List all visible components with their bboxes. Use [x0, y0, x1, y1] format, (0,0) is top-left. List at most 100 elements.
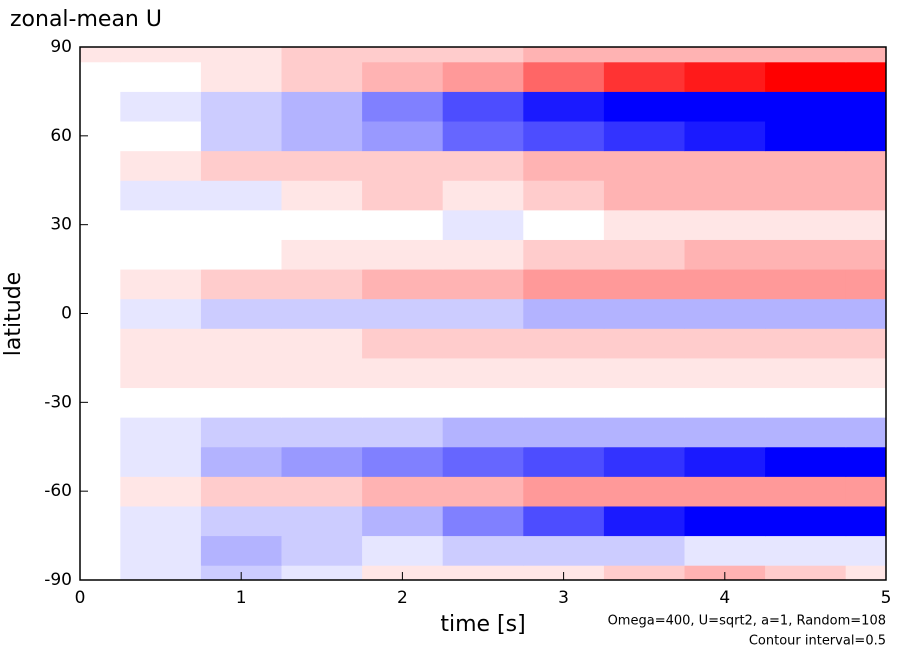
cell — [603, 565, 685, 580]
cell — [603, 150, 685, 181]
cell — [80, 180, 121, 211]
cell — [281, 535, 363, 566]
cell — [120, 47, 202, 63]
cell — [765, 209, 847, 240]
cell — [765, 505, 847, 537]
cell — [603, 61, 685, 92]
chart-title: zonal-mean U — [10, 7, 162, 32]
cell — [442, 209, 524, 240]
cell — [281, 446, 363, 477]
cell — [200, 91, 282, 122]
cell — [442, 61, 524, 92]
cell — [362, 505, 444, 537]
cell — [362, 298, 444, 329]
cell — [80, 565, 121, 580]
cell — [80, 417, 121, 448]
cell — [523, 505, 605, 537]
cell — [362, 535, 444, 566]
cell — [765, 446, 847, 477]
x-tick-label: 4 — [719, 588, 730, 608]
cell — [442, 565, 524, 580]
cell — [845, 269, 886, 300]
cell — [362, 387, 444, 418]
cell — [362, 180, 444, 211]
cell — [281, 91, 363, 122]
cell — [80, 505, 121, 537]
cell — [281, 417, 363, 448]
cell — [120, 150, 202, 181]
cell — [120, 180, 202, 211]
cell — [200, 47, 282, 63]
cell — [80, 328, 121, 359]
cell — [362, 47, 444, 63]
cell — [603, 357, 685, 389]
cell — [845, 535, 886, 566]
cell — [80, 269, 121, 300]
cell — [603, 121, 685, 152]
cell — [362, 269, 444, 300]
cell — [845, 180, 886, 211]
cell — [603, 417, 685, 448]
cell — [523, 328, 605, 359]
cell — [845, 505, 886, 537]
cell — [281, 505, 363, 537]
cell — [442, 446, 524, 477]
cell — [603, 269, 685, 300]
cell — [80, 535, 121, 566]
cell — [845, 91, 886, 122]
cell — [765, 298, 847, 329]
cell — [765, 47, 847, 63]
cell — [603, 239, 685, 270]
cell — [523, 47, 605, 63]
cell — [442, 357, 524, 389]
cell — [765, 269, 847, 300]
cell — [603, 47, 685, 63]
cell — [765, 61, 847, 92]
cell — [765, 417, 847, 448]
cell — [442, 91, 524, 122]
cell — [120, 417, 202, 448]
cell — [281, 328, 363, 359]
cell — [603, 209, 685, 240]
cell — [765, 476, 847, 507]
cell — [200, 357, 282, 389]
cell — [765, 180, 847, 211]
cell — [442, 269, 524, 300]
cell — [523, 91, 605, 122]
cell — [523, 209, 605, 240]
cell — [281, 387, 363, 418]
cell — [603, 328, 685, 359]
cell — [442, 505, 524, 537]
cell — [442, 180, 524, 211]
x-tick-label: 2 — [397, 588, 408, 608]
cell — [200, 121, 282, 152]
cell — [765, 239, 847, 270]
cell — [684, 121, 766, 152]
cell — [362, 417, 444, 448]
cell — [523, 417, 605, 448]
cell — [281, 357, 363, 389]
cell — [362, 91, 444, 122]
x-tick-label: 1 — [236, 588, 247, 608]
cell — [523, 150, 605, 181]
cell — [120, 269, 202, 300]
cell — [684, 535, 766, 566]
y-tick-label: -90 — [44, 570, 72, 590]
cell — [523, 269, 605, 300]
cell — [523, 180, 605, 211]
cell — [845, 565, 886, 580]
cell — [200, 150, 282, 181]
cell — [442, 387, 524, 418]
cell — [281, 565, 363, 580]
cell — [80, 446, 121, 477]
x-tick-label: 5 — [881, 588, 892, 608]
cell — [80, 91, 121, 122]
cell — [120, 91, 202, 122]
annotation: Contour interval=0.5 — [749, 634, 886, 649]
cell — [845, 209, 886, 240]
cell — [442, 328, 524, 359]
cell — [120, 357, 202, 389]
cell — [845, 150, 886, 181]
cell — [684, 417, 766, 448]
